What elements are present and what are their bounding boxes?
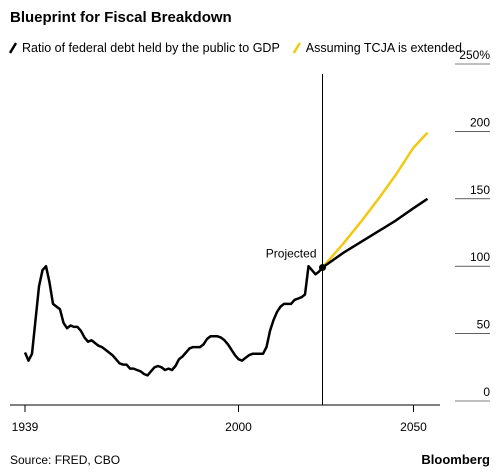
chart-title: Blueprint for Fiscal Breakdown	[10, 9, 232, 26]
series-line	[321, 131, 429, 269]
y-tick-label: 100	[470, 250, 490, 264]
x-tick-label: 1939	[12, 420, 39, 434]
brand: Bloomberg	[421, 452, 490, 467]
y-tick-label: 200	[470, 115, 490, 129]
y-tick-label: 50	[477, 318, 491, 332]
legend-label: Assuming TCJA is extended	[306, 41, 462, 55]
y-tick-label: 150	[470, 183, 490, 197]
legend-label: Ratio of federal debt held by the public…	[22, 41, 280, 55]
y-tick-label: 0	[483, 385, 490, 399]
series-line	[23, 197, 429, 377]
source: Source: FRED, CBO	[10, 453, 120, 467]
annotation: Projected	[266, 247, 317, 261]
legend-swatch	[292, 42, 301, 54]
annotation-dot	[319, 264, 326, 272]
x-tick-label: 2000	[225, 420, 252, 434]
y-tick-label: 250%	[459, 48, 490, 62]
x-tick-label: 2050	[400, 420, 427, 434]
legend-swatch	[8, 42, 18, 54]
